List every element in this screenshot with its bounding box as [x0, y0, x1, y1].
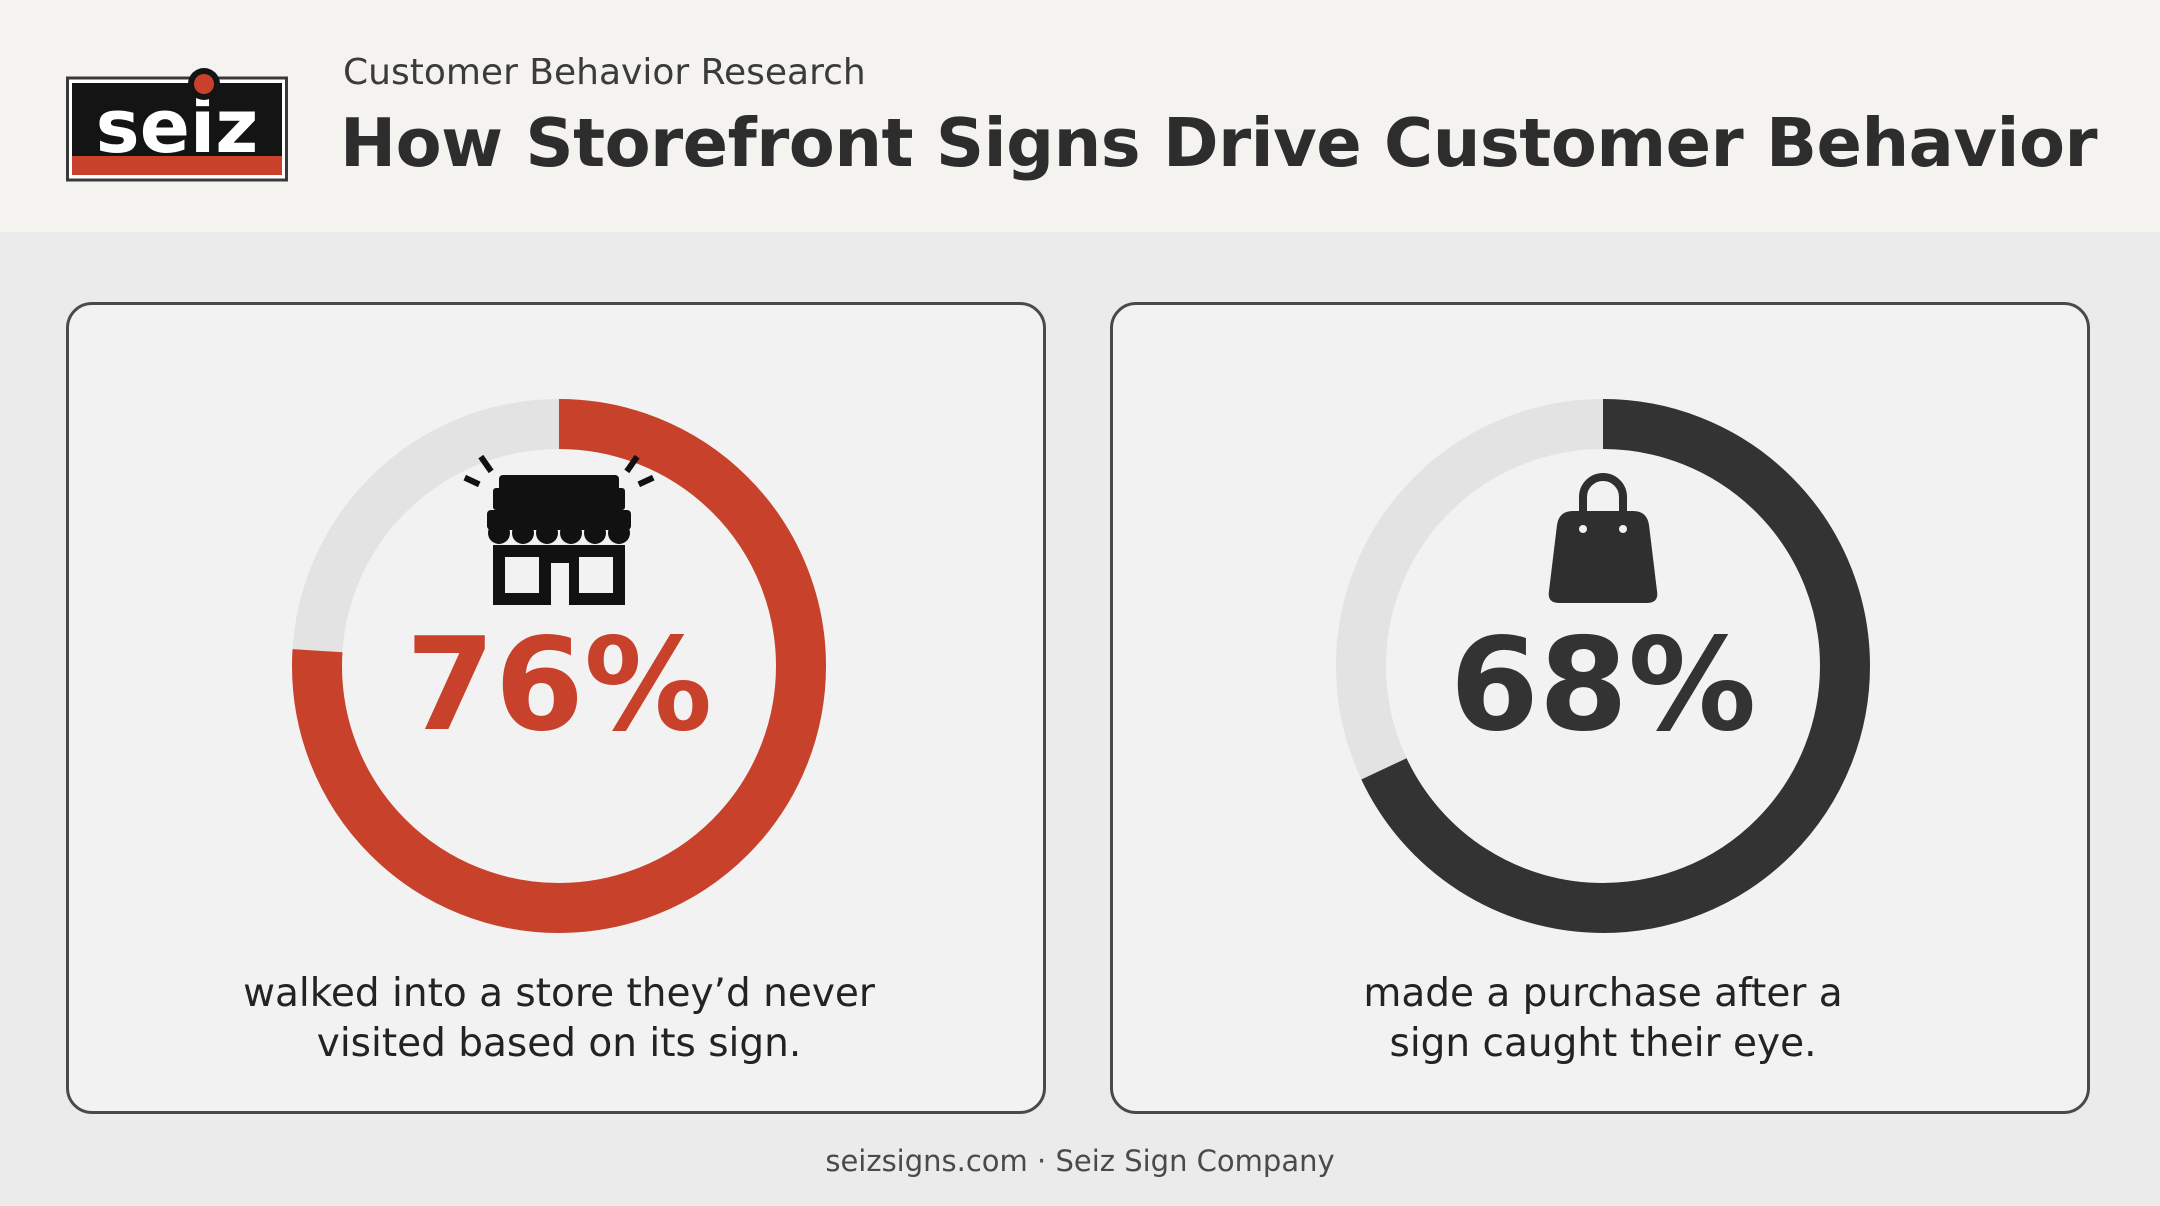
donut-arc-76 — [292, 399, 826, 933]
description-line-1: made a purchase after a — [1363, 971, 1843, 1016]
description-line-1: walked into a store they’d never — [243, 971, 875, 1016]
donut-arc-68 — [1336, 399, 1870, 933]
description-line-2: sign caught their eye. — [1389, 1021, 1817, 1066]
donut-value-label: 68% — [1450, 611, 1756, 760]
stat-card-store-visits: 76% walked into a store they’d never vis… — [66, 302, 1046, 1114]
logo-text: seiz — [96, 84, 259, 170]
storefront-icon — [463, 454, 655, 605]
donut-value-label: 76% — [406, 611, 712, 760]
description-line-2: visited based on its sign. — [316, 1021, 802, 1066]
footer-credit: seizsigns.com · Seiz Sign Company — [825, 1144, 1335, 1178]
page-subtitle: Customer Behavior Research — [343, 52, 866, 93]
stat-description: walked into a store they’d never visited… — [109, 969, 1009, 1069]
page-title: How Storefront Signs Drive Customer Beha… — [340, 104, 2098, 182]
donut-chart-store-visits: 76% — [292, 399, 826, 933]
header: seiz Customer Behavior Research How Stor… — [0, 0, 2160, 232]
shopping-bag-icon — [1548, 473, 1658, 603]
donut-chart-purchases: 68% — [1336, 399, 1870, 933]
stat-card-purchases: 68% made a purchase after a sign caught … — [1110, 302, 2090, 1114]
stat-description: made a purchase after a sign caught thei… — [1153, 969, 2053, 1069]
seiz-logo: seiz — [66, 68, 288, 182]
